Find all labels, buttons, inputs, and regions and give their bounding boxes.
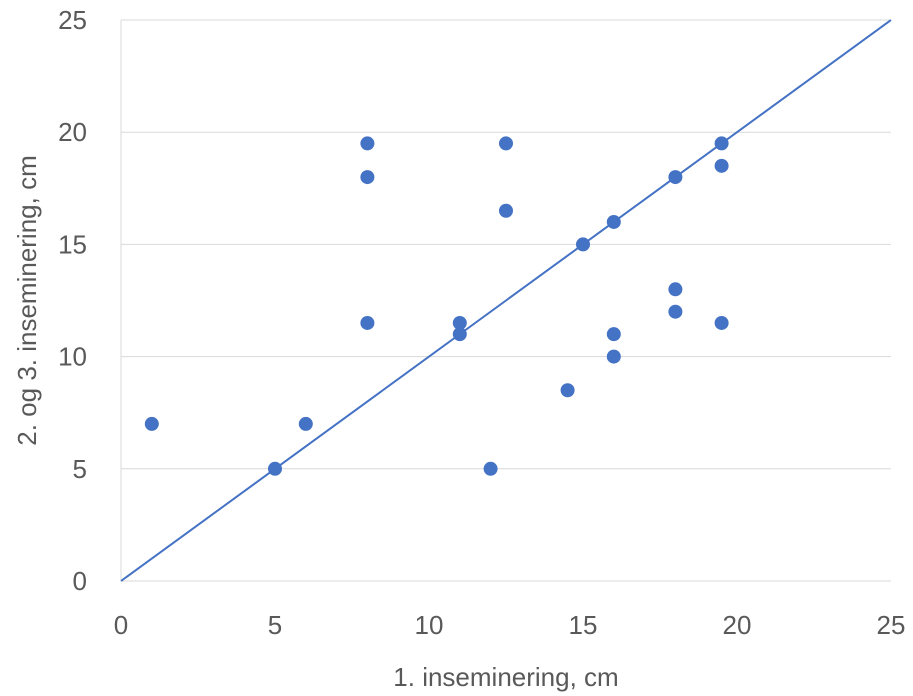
data-point — [714, 158, 729, 173]
y-tick-labels: 0 5 10 15 20 25 — [58, 5, 87, 596]
data-point — [144, 416, 159, 431]
data-point — [499, 203, 513, 218]
y-tick-label-0: 0 — [73, 566, 87, 596]
data-point — [606, 327, 621, 342]
data-point — [360, 315, 375, 330]
axes — [120, 20, 891, 582]
data-point — [606, 214, 621, 229]
y-tick-label-25: 25 — [58, 5, 87, 35]
data-point — [499, 136, 513, 151]
data-point — [668, 304, 683, 319]
x-tick-label-10: 10 — [415, 610, 444, 640]
x-tick-labels: 0 5 10 15 20 25 — [114, 610, 906, 640]
data-point — [560, 383, 575, 398]
gridlines — [121, 19, 891, 470]
y-tick-label-15: 15 — [58, 229, 87, 259]
data-point — [576, 237, 590, 252]
data-point — [714, 136, 729, 151]
x-axis-title: 1. inseminering, cm — [393, 662, 618, 692]
data-points — [144, 136, 729, 476]
data-point — [298, 416, 313, 431]
x-tick-label-0: 0 — [114, 610, 128, 640]
y-tick-label-10: 10 — [58, 342, 87, 372]
data-point — [668, 170, 683, 185]
data-point — [360, 136, 375, 151]
y-axis-title: 2. og 3. inseminering, cm — [12, 155, 42, 445]
data-point — [452, 327, 467, 342]
data-point — [483, 461, 498, 476]
x-tick-label-20: 20 — [723, 610, 752, 640]
data-point — [452, 315, 467, 330]
data-point — [360, 170, 375, 185]
data-point — [606, 349, 621, 364]
x-tick-label-15: 15 — [569, 610, 598, 640]
y-tick-label-20: 20 — [58, 117, 87, 147]
reference-line-group — [120, 19, 892, 582]
reference-line — [120, 19, 892, 582]
data-point — [668, 282, 683, 297]
y-tick-label-5: 5 — [73, 454, 87, 484]
data-point — [268, 461, 282, 476]
data-point — [714, 315, 729, 330]
x-tick-label-25: 25 — [877, 610, 906, 640]
x-tick-label-5: 5 — [268, 610, 282, 640]
